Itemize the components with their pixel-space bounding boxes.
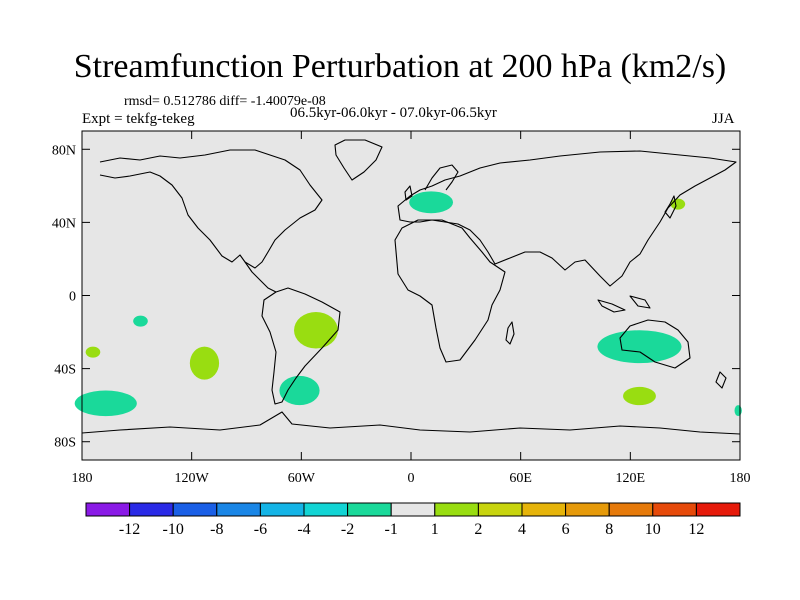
lon-tick-label: 60E (509, 471, 532, 486)
colorbar-box (303, 502, 349, 517)
anomaly-east-asia-positive (670, 198, 686, 210)
colorbar-box (521, 502, 567, 517)
season-label: JJA (712, 111, 735, 127)
lon-tick-label: 0 (408, 471, 415, 486)
lat-tick-label: 80S (54, 436, 76, 451)
colorbar-label: -12 (119, 521, 140, 538)
colorbar-box (434, 502, 479, 517)
colorbar-box (85, 502, 131, 517)
anomaly-europe-negative (409, 191, 454, 214)
anomaly-tropical-pacific-negative (133, 315, 148, 327)
map-background (82, 131, 740, 460)
stats-text: rmsd= 0.512786 diff= -1.40079e-08 (124, 94, 326, 109)
colorbar-box (347, 502, 392, 517)
colorbar-label: -4 (297, 521, 310, 538)
colorbar-label: 8 (605, 521, 613, 538)
colorbar-box (652, 502, 697, 517)
colorbar-box (695, 502, 741, 517)
colorbar-box (565, 502, 610, 517)
colorbar-label: -1 (385, 521, 398, 538)
anomaly-layer (74, 191, 742, 417)
colorbar-box (129, 502, 174, 517)
colorbar-box (390, 502, 436, 517)
anomaly-southern-ocean-east-negative (734, 405, 742, 417)
colorbar-label: -6 (254, 521, 267, 538)
coastlines (81, 139, 741, 435)
period-label: 06.5kyr-06.0kyr - 07.0kyr-06.5kyr (290, 105, 497, 121)
colorbar-box (259, 502, 305, 517)
colorbar-label: 1 (431, 521, 439, 538)
plot-title: Streamfunction Perturbation at 200 hPa (… (73, 48, 727, 85)
anomaly-south-america-positive (294, 311, 338, 349)
lon-tick-label: 120E (616, 471, 646, 486)
colorbar-label: 4 (518, 521, 526, 538)
anomaly-south-pacific-west-negative (74, 390, 137, 417)
experiment-label: Expt = tekfg-tekeg (82, 111, 195, 127)
lon-tick-label: 180 (730, 471, 751, 486)
lat-tick-label: 40N (52, 216, 76, 231)
colorbar-box (216, 502, 261, 517)
anomaly-south-atlantic-negative (279, 375, 320, 406)
lon-tick-label: 60W (288, 471, 316, 486)
colorbar-box (477, 502, 523, 517)
lat-tick-label: 40S (54, 363, 76, 378)
colorbar-label: 6 (562, 521, 570, 538)
anomaly-southern-ocean-positive (623, 386, 656, 406)
lat-tick-label: 80N (52, 143, 76, 158)
colorbar-label: 2 (474, 521, 482, 538)
lon-tick-label: 180 (72, 471, 93, 486)
colorbar-label: -2 (341, 521, 354, 538)
colorbar: -12 -10 -8 -6 -4 -2 -1 1 2 4 6 8 10 12 (85, 502, 741, 538)
colorbar-label: -10 (163, 521, 184, 538)
colorbar-label: -8 (210, 521, 223, 538)
colorbar-box (172, 502, 218, 517)
lon-tick-label: 120W (175, 471, 210, 486)
anomaly-south-pacific-positive (189, 346, 220, 380)
lat-tick-label: 0 (69, 290, 76, 305)
colorbar-label: 12 (688, 521, 704, 538)
map-axes: 80N 40N 0 40S 80S 180 120W 60W 0 60E 120E 180 (52, 131, 751, 486)
colorbar-label: 10 (645, 521, 661, 538)
anomaly-australia-negative (597, 330, 682, 364)
colorbar-box (608, 502, 654, 517)
anomaly-south-pacific-small-positive (85, 346, 101, 358)
